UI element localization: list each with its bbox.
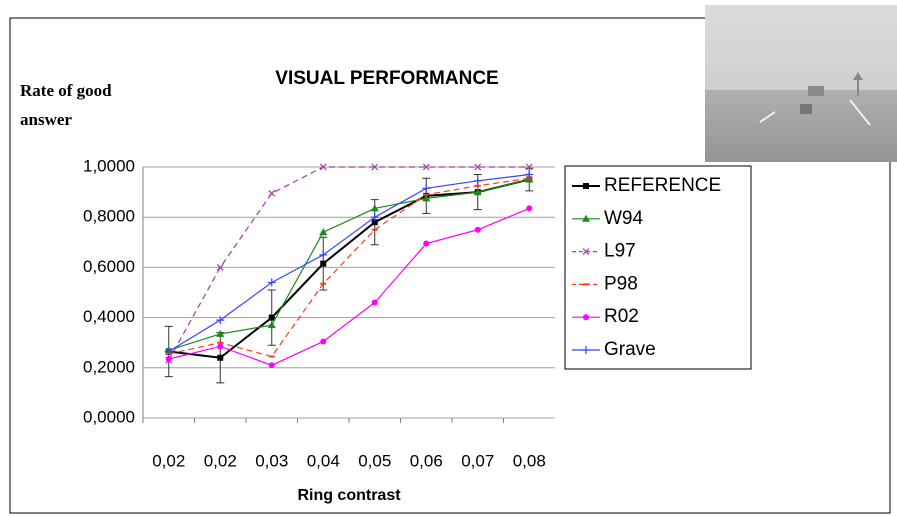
x-axis-label: Ring contrast [297, 487, 401, 504]
data-point [320, 338, 326, 344]
fog-photo [705, 5, 897, 162]
data-point [269, 362, 275, 368]
y-tick-label: 0,6000 [83, 257, 135, 276]
data-point [320, 261, 326, 267]
data-point [474, 177, 482, 185]
data-point [475, 227, 481, 233]
data-point [268, 321, 276, 328]
legend-marker [583, 314, 589, 320]
data-point [423, 241, 429, 247]
y-tick-label: 0,0000 [83, 407, 135, 426]
chart: VISUAL PERFORMANCE Rate of good answer R… [0, 0, 897, 516]
legend-label: P98 [604, 273, 638, 294]
legend-label: W94 [604, 208, 644, 229]
x-tick-label: 0,05 [358, 451, 391, 470]
data-point [217, 355, 223, 361]
x-tick-label: 0,02 [152, 451, 185, 470]
data-point [526, 205, 532, 211]
legend-label: R02 [604, 306, 639, 327]
y-tick-label: 0,4000 [83, 307, 135, 326]
chart-title: VISUAL PERFORMANCE [275, 68, 498, 89]
legend-label: L97 [604, 241, 636, 262]
data-point [319, 228, 327, 235]
x-tick-label: 0,08 [513, 451, 546, 470]
data-point [269, 190, 275, 196]
y-tick-label: 0,8000 [83, 207, 135, 226]
data-point [319, 251, 327, 259]
legend-label: REFERENCE [604, 175, 721, 196]
series-line [169, 180, 530, 358]
x-tick-label: 0,04 [307, 451, 340, 470]
series-line [169, 167, 530, 360]
data-point [269, 315, 275, 321]
y-axis-label: Rate of good [20, 81, 112, 100]
x-tick-label: 0,07 [461, 451, 494, 470]
data-point [166, 356, 172, 362]
x-tick-label: 0,06 [410, 451, 443, 470]
legend [565, 166, 751, 369]
x-tick-label: 0,02 [204, 451, 237, 470]
y-axis-label: answer [20, 110, 72, 129]
legend-label: Grave [604, 339, 656, 360]
data-point [217, 343, 223, 349]
data-point [372, 300, 378, 306]
data-point [422, 184, 430, 192]
data-point [268, 278, 276, 286]
y-tick-label: 0,2000 [83, 357, 135, 376]
legend-marker [583, 183, 589, 189]
y-tick-label: 1,0000 [83, 156, 135, 175]
x-tick-label: 0,03 [255, 451, 288, 470]
